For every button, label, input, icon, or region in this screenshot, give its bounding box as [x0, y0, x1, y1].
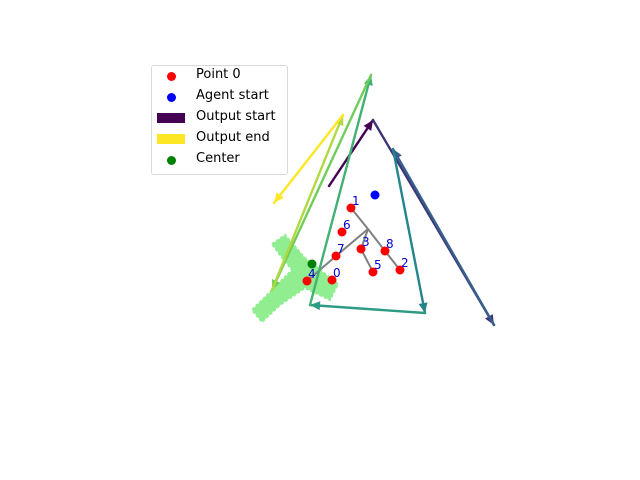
arrowhead-4	[310, 301, 321, 311]
point-label-2: 2	[401, 256, 409, 270]
point-label-0: 0	[333, 266, 341, 280]
point-label-1: 1	[352, 194, 360, 208]
point-4	[302, 276, 312, 286]
point-3	[356, 244, 366, 254]
point-label-3: 3	[362, 235, 370, 249]
points-layer: 0 1 2 3 4 5 6 7 8	[302, 190, 409, 286]
point-8	[380, 246, 390, 256]
tree-edge-0	[350, 207, 369, 230]
legend-item-agent-start: Agent start	[152, 87, 287, 107]
legend-label: Output end	[196, 130, 270, 145]
legend-item-center: Center	[152, 150, 287, 170]
legend-item-point-0: Point 0	[152, 66, 287, 86]
tree-edge-3	[367, 228, 386, 252]
legend-label: Agent start	[196, 88, 269, 103]
region-layer	[250, 233, 340, 324]
trajectory-segment-8	[272, 113, 345, 205]
point-label-7: 7	[337, 242, 345, 256]
point-label-4: 4	[308, 267, 316, 281]
trajectory-segment-2	[391, 147, 496, 327]
legend-swatch-output-start	[157, 113, 185, 123]
trajectory-layer	[270, 73, 496, 327]
legend-label: Point 0	[196, 67, 241, 82]
point-7	[331, 251, 341, 261]
legend-swatch-agent-start	[167, 93, 176, 102]
legend-swatch-center	[167, 156, 176, 165]
center-marker	[307, 259, 317, 269]
point-2	[395, 265, 405, 275]
tree-edge-2	[306, 255, 337, 282]
point-label-6: 6	[343, 218, 351, 232]
region-0	[250, 233, 340, 324]
point-1	[346, 203, 356, 213]
trajectory-segment-4	[308, 303, 427, 315]
trajectory-segment-7	[270, 113, 345, 292]
arrowhead-0	[363, 120, 373, 131]
point-5	[368, 267, 378, 277]
legend: Point 0 Agent start Output start Output …	[151, 65, 288, 175]
trajectory-segment-3	[391, 147, 427, 315]
trajectory-segment-5	[308, 73, 373, 307]
legend-swatch-point-0	[167, 72, 176, 81]
legend-swatch-output-end	[157, 134, 185, 144]
point-6	[337, 227, 347, 237]
legend-item-output-start: Output start	[152, 108, 287, 128]
legend-label: Output start	[196, 109, 276, 124]
trajectory-segment-6	[270, 73, 373, 292]
point-0	[327, 275, 337, 285]
agent-start-marker	[370, 190, 380, 200]
point-label-8: 8	[386, 237, 394, 251]
arrowhead-8	[274, 192, 284, 203]
point-label-5: 5	[374, 258, 382, 272]
arrowhead-3	[418, 302, 428, 313]
legend-label: Center	[196, 151, 240, 166]
legend-item-output-end: Output end	[152, 129, 287, 149]
tree-edge-1	[335, 228, 369, 257]
